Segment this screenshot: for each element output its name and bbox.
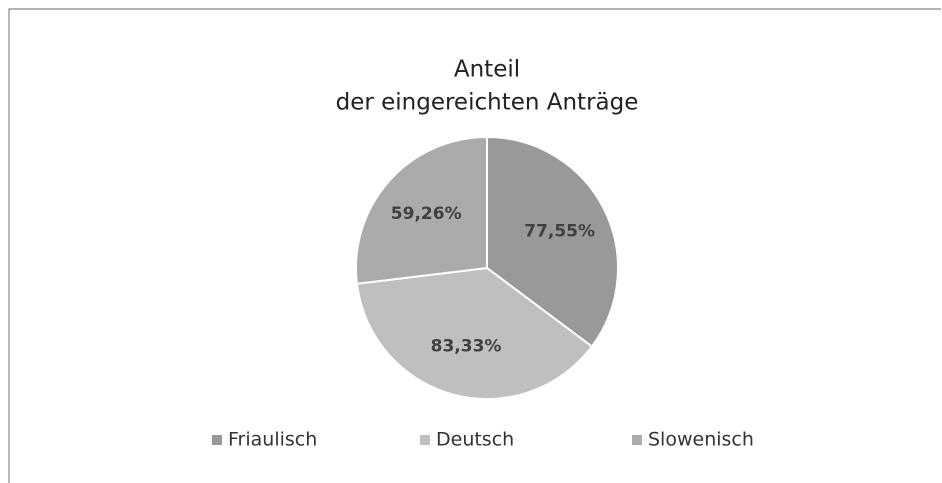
legend-label: Deutsch — [436, 429, 514, 451]
pie-slice — [486, 135, 619, 348]
legend-label: Friaulisch — [228, 429, 317, 451]
value-label: 77,55% — [524, 222, 595, 242]
legend-label: Slowenisch — [648, 429, 754, 451]
legend-swatch — [632, 435, 642, 445]
value-label: 59,26% — [391, 204, 462, 224]
legend-swatch — [212, 435, 222, 445]
frame — [8, 8, 941, 483]
chart-title: Anteil — [454, 57, 520, 83]
value-label: 83,33% — [431, 336, 502, 356]
pie-slice — [355, 266, 594, 400]
chart-subtitle: der eingereichten Anträge — [336, 90, 639, 116]
pie-slice — [355, 135, 488, 285]
legend-swatch — [420, 435, 430, 445]
